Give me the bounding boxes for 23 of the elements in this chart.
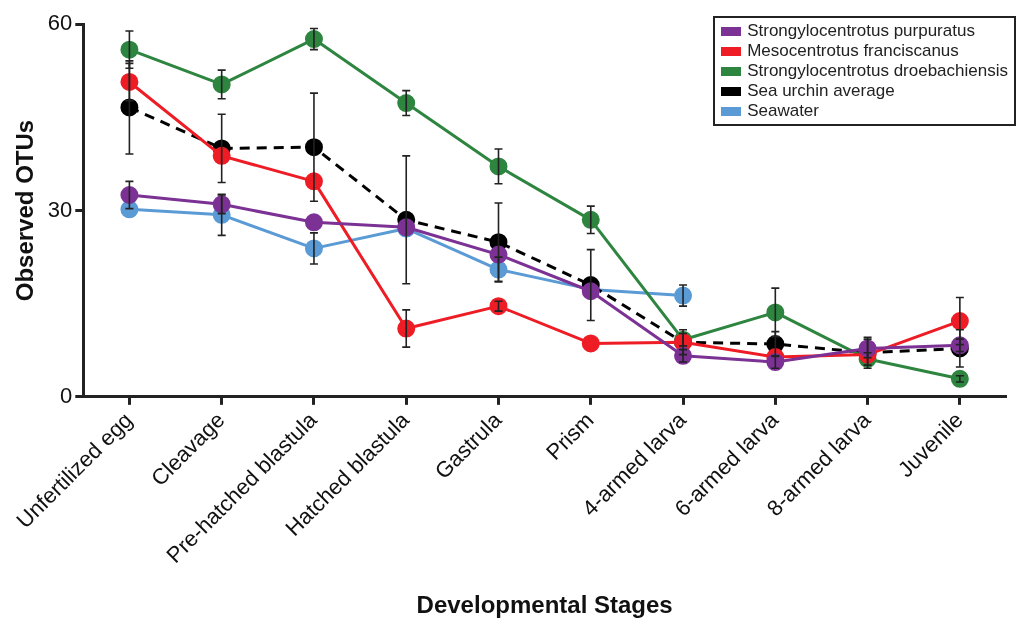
point bbox=[304, 213, 323, 232]
point bbox=[120, 40, 139, 59]
point bbox=[120, 186, 139, 204]
y-tick-label: 0 bbox=[60, 382, 73, 408]
legend-label: Strongylocentrotus droebachiensis bbox=[747, 61, 1008, 81]
point bbox=[950, 369, 969, 388]
legend-label: Sea urchin average bbox=[747, 81, 895, 101]
legend-label: Mesocentrotus franciscanus bbox=[747, 41, 959, 61]
point bbox=[581, 334, 600, 353]
y-tick-label: 60 bbox=[47, 10, 73, 36]
legend-label: Strongylocentrotus purpuratus bbox=[747, 21, 975, 41]
point bbox=[489, 157, 508, 176]
legend-label: Seawater bbox=[747, 101, 819, 121]
point bbox=[766, 353, 785, 372]
point bbox=[212, 75, 231, 94]
point bbox=[489, 297, 508, 316]
point bbox=[212, 146, 231, 165]
y-tick-label: 30 bbox=[47, 196, 73, 222]
point bbox=[674, 346, 693, 365]
point bbox=[766, 303, 785, 322]
x-axis-title: Developmental Stages bbox=[416, 591, 673, 619]
point bbox=[120, 72, 139, 91]
y-axis-title: Observed OTUs bbox=[11, 119, 39, 302]
